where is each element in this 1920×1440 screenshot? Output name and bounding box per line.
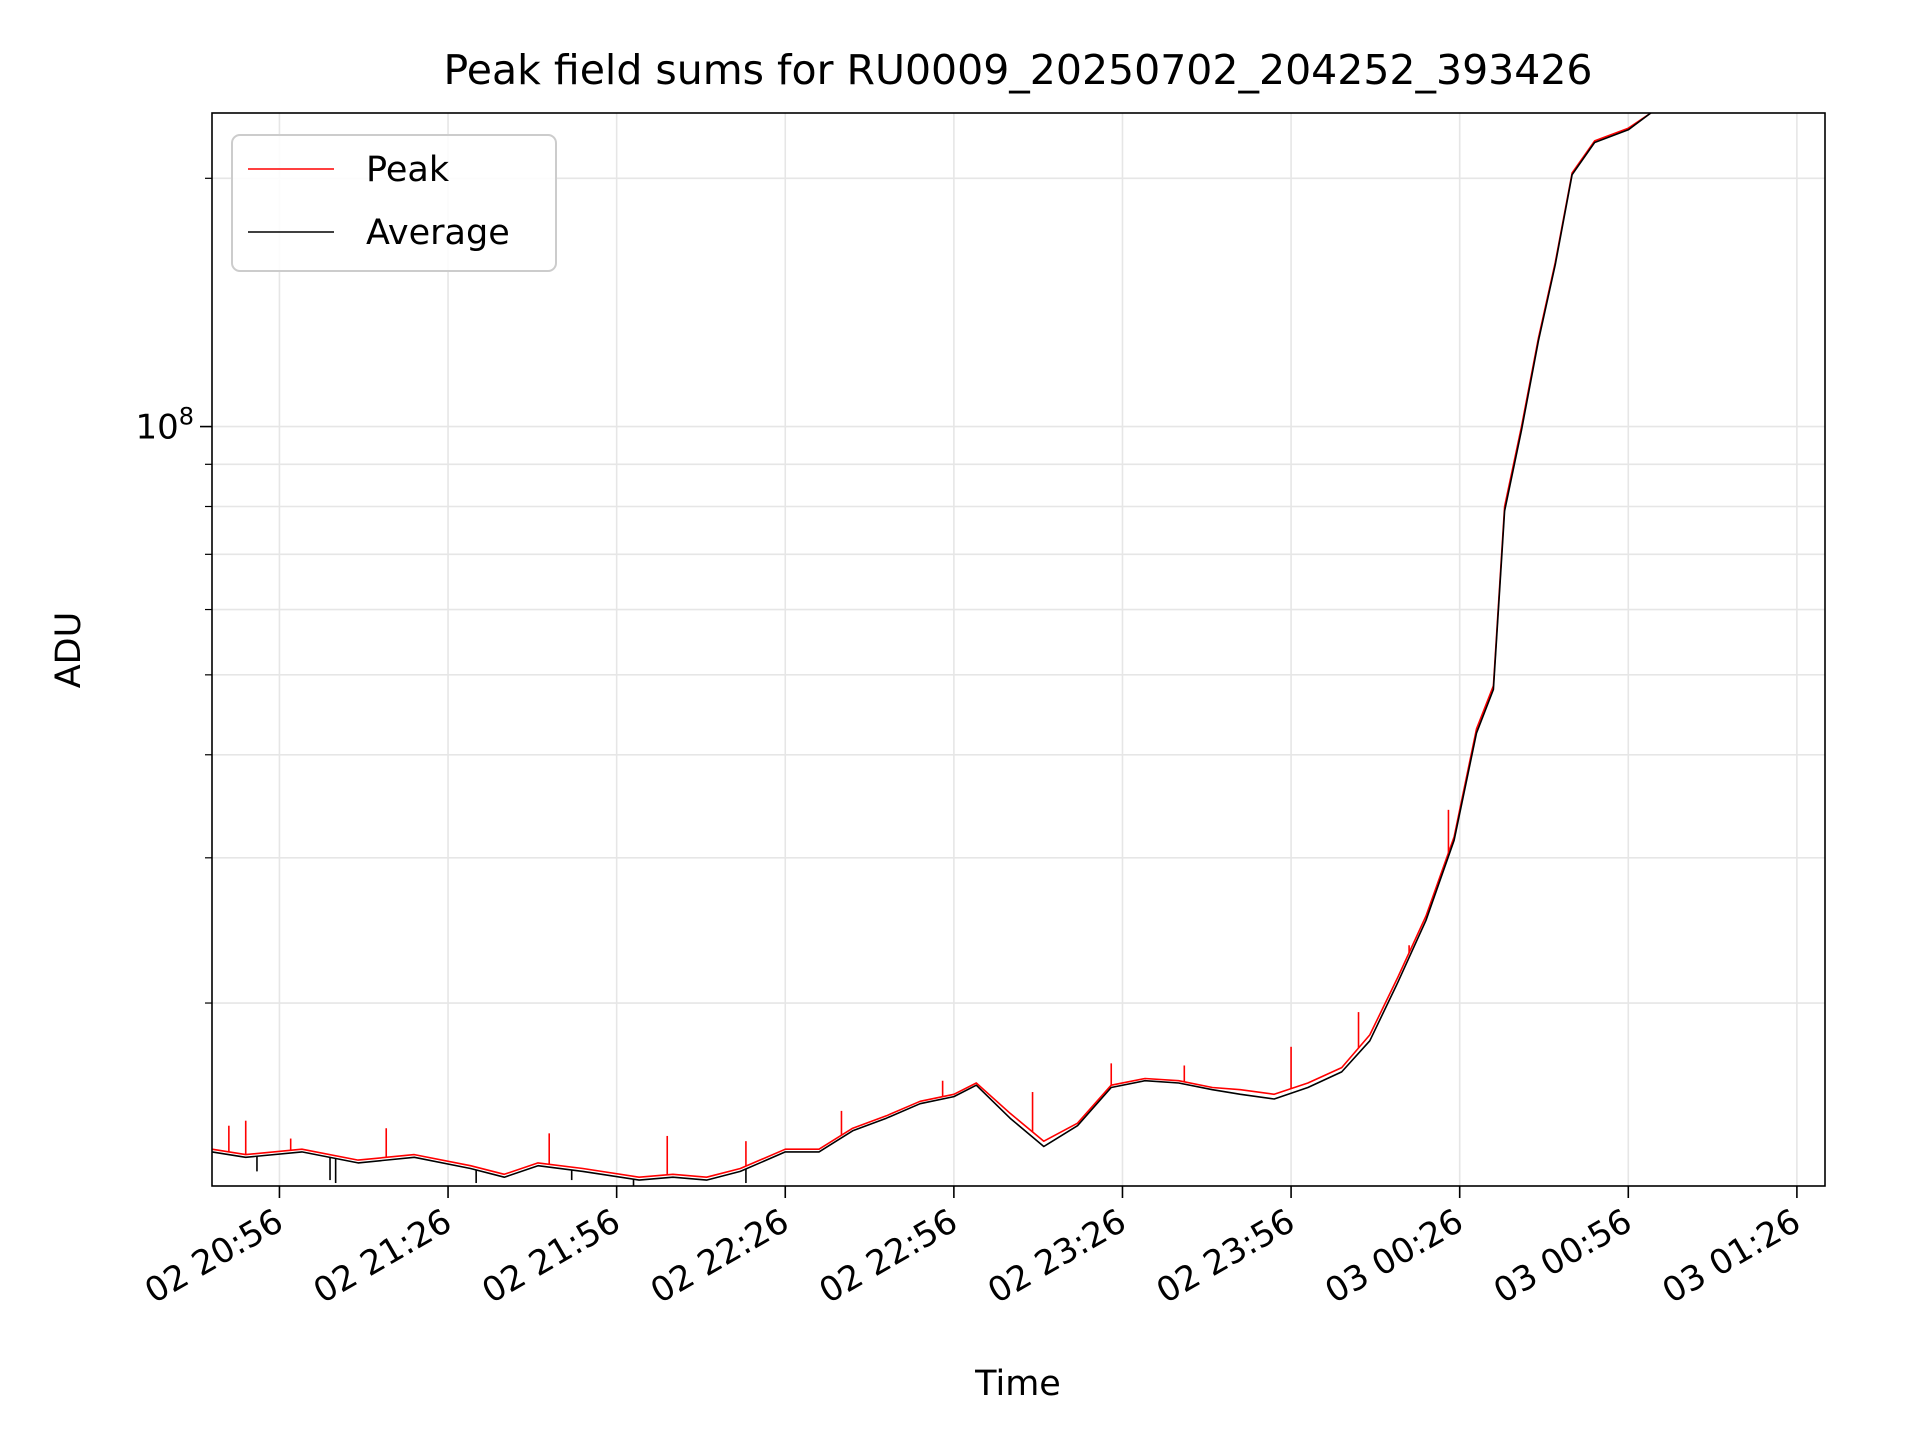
legend: Peak Average (231, 134, 557, 272)
chart-title: Peak field sums for RU0009_20250702_2042… (443, 46, 1592, 94)
legend-label-peak: Peak (366, 150, 450, 190)
series-line-average (211, 112, 1652, 1181)
plot-lines (211, 112, 1652, 1186)
legend-label-average: Average (366, 213, 510, 253)
plot-frame (211, 112, 1826, 1187)
x-axis-label: Time (974, 1364, 1061, 1404)
grid (212, 113, 1825, 1186)
y-axis-label: ADU (49, 612, 89, 689)
